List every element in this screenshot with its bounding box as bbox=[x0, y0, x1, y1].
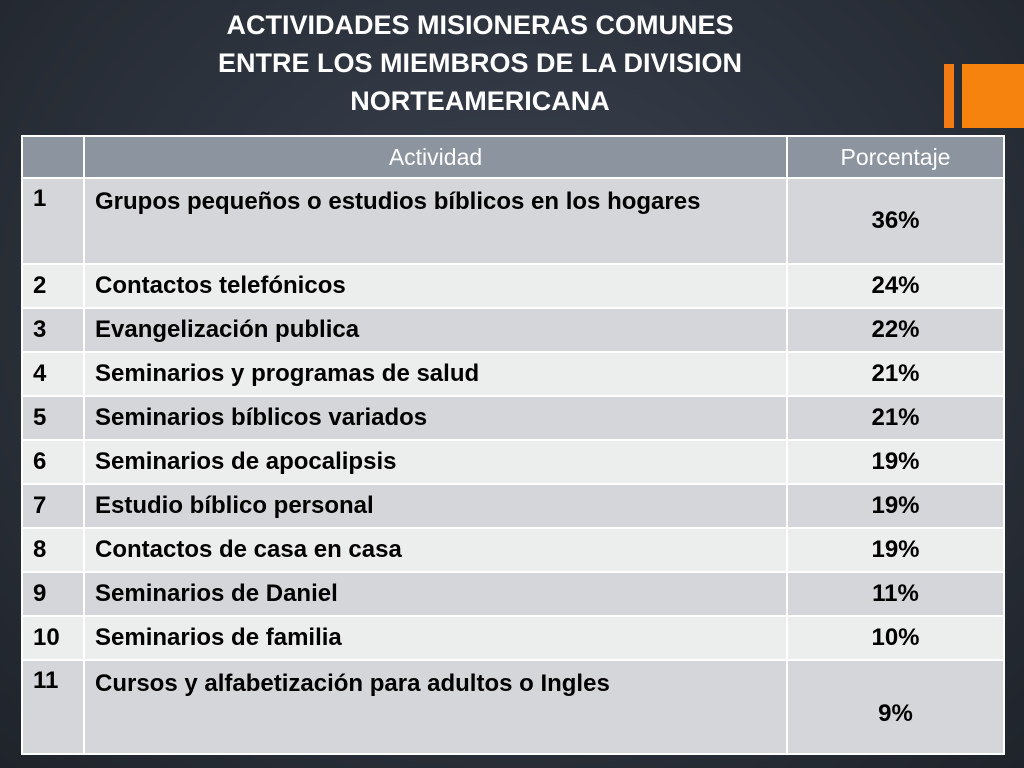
row-number: 5 bbox=[21, 395, 85, 441]
percentage-cell: 10% bbox=[786, 615, 1005, 661]
accent-bar-thick bbox=[962, 64, 1024, 128]
activity-cell: Grupos pequeños o estudios bíblicos en l… bbox=[83, 177, 788, 265]
row-number: 11 bbox=[21, 659, 85, 755]
row-number: 10 bbox=[21, 615, 85, 661]
percentage-cell: 22% bbox=[786, 307, 1005, 353]
percentage-cell: 19% bbox=[786, 527, 1005, 573]
percentage-cell: 21% bbox=[786, 351, 1005, 397]
table-body: 1 Grupos pequeños o estudios bíblicos en … bbox=[21, 177, 1005, 755]
percentage-cell: 19% bbox=[786, 439, 1005, 485]
table-header-row: Actividad Porcentaje bbox=[21, 135, 1005, 179]
row-number: 4 bbox=[21, 351, 85, 397]
row-number: 1 bbox=[21, 177, 85, 265]
percentage-cell: 21% bbox=[786, 395, 1005, 441]
table-row: 7 Estudio bíblico personal 19% bbox=[21, 483, 1005, 529]
activity-cell: Seminarios y programas de salud bbox=[83, 351, 788, 397]
row-number: 8 bbox=[21, 527, 85, 573]
percentage-cell: 9% bbox=[786, 659, 1005, 755]
activity-cell: Seminarios de familia bbox=[83, 615, 788, 661]
percentage-cell: 24% bbox=[786, 263, 1005, 309]
table-row: 6 Seminarios de apocalipsis 19% bbox=[21, 439, 1005, 485]
activity-cell: Contactos telefónicos bbox=[83, 263, 788, 309]
table-row: 1 Grupos pequeños o estudios bíblicos en … bbox=[21, 177, 1005, 265]
percentage-cell: 36% bbox=[786, 177, 1005, 265]
activity-cell: Estudio bíblico personal bbox=[83, 483, 788, 529]
header-activity: Actividad bbox=[83, 135, 788, 179]
percentage-cell: 11% bbox=[786, 571, 1005, 617]
table-row: 11 Cursos y alfabetización para adultos o… bbox=[21, 659, 1005, 755]
table-row: 10 Seminarios de familia 10% bbox=[21, 615, 1005, 661]
activity-cell: Seminarios de apocalipsis bbox=[83, 439, 788, 485]
table-row: 4 Seminarios y programas de salud 21% bbox=[21, 351, 1005, 397]
header-percentage: Porcentaje bbox=[786, 135, 1005, 179]
accent-bar-thin bbox=[944, 64, 954, 128]
activity-cell: Seminarios bíblicos variados bbox=[83, 395, 788, 441]
row-number: 3 bbox=[21, 307, 85, 353]
activity-cell: Seminarios de Daniel bbox=[83, 571, 788, 617]
activity-cell: Evangelización publica bbox=[83, 307, 788, 353]
slide-title: ACTIVIDADES MISIONERAS COMUNES ENTRE LOS… bbox=[217, 10, 743, 116]
row-number: 6 bbox=[21, 439, 85, 485]
table-row: 5 Seminarios bíblicos variados 21% bbox=[21, 395, 1005, 441]
table-row: 8 Contactos de casa en casa 19% bbox=[21, 527, 1005, 573]
activities-table: Actividad Porcentaje 1 Grupos pequeños o … bbox=[21, 135, 1005, 755]
table-row: 9 Seminarios de Daniel 11% bbox=[21, 571, 1005, 617]
row-number: 2 bbox=[21, 263, 85, 309]
activity-cell: Cursos y alfabetización para adultos o I… bbox=[83, 659, 788, 755]
percentage-cell: 19% bbox=[786, 483, 1005, 529]
table-row: 3 Evangelización publica 22% bbox=[21, 307, 1005, 353]
activity-cell: Contactos de casa en casa bbox=[83, 527, 788, 573]
header-number bbox=[21, 135, 85, 179]
table-row: 2 Contactos telefónicos 24% bbox=[21, 263, 1005, 309]
row-number: 9 bbox=[21, 571, 85, 617]
row-number: 7 bbox=[21, 483, 85, 529]
